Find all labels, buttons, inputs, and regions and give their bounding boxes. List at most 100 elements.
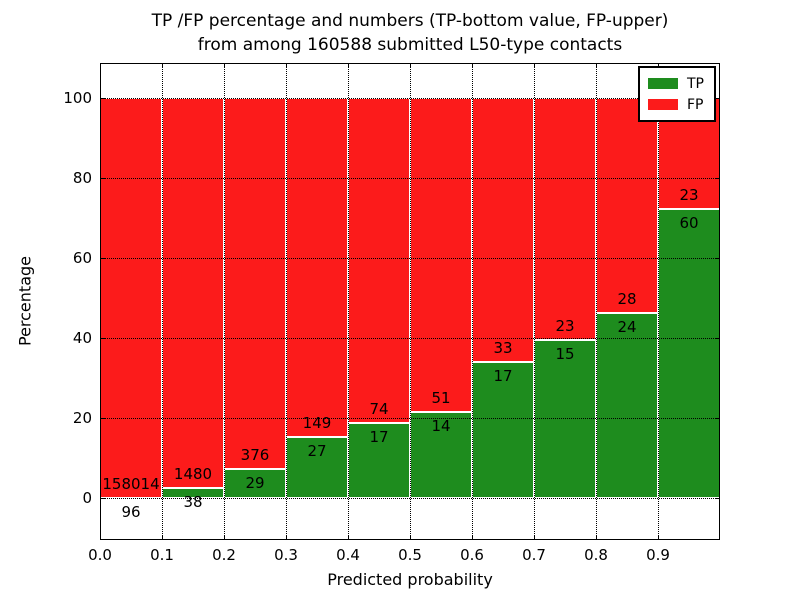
bar-fp-segment — [286, 98, 348, 437]
legend-item-tp: TP — [648, 73, 704, 94]
bar-tp-segment — [286, 436, 348, 498]
tp-count-label: 17 — [493, 367, 513, 385]
x-tick-mark-top — [596, 63, 597, 68]
x-tick-mark-top — [286, 63, 287, 68]
chart-title-line1: TP /FP percentage and numbers (TP-bottom… — [151, 11, 669, 31]
plot-area: TP FP 158014 96 1480 38 376 29 149 27 74 17 51 14 33… — [100, 63, 720, 540]
y-tick-mark-right — [715, 498, 720, 499]
x-tick-label: 0.8 — [584, 546, 608, 564]
x-tick-mark-top — [100, 63, 101, 68]
fp-count-label: 33 — [493, 339, 513, 357]
y-tick-mark — [100, 98, 105, 99]
y-tick-label: 0 — [82, 489, 92, 507]
y-tick-label: 40 — [72, 329, 92, 347]
x-tick-mark — [224, 535, 225, 540]
x-tick-label: 0.0 — [88, 546, 112, 564]
x-tick-mark-top — [534, 63, 535, 68]
x-tick-label: 0.4 — [336, 546, 360, 564]
x-tick-label: 0.1 — [150, 546, 174, 564]
gridline-vertical — [596, 63, 597, 540]
gridline-vertical — [348, 63, 349, 540]
x-tick-mark-top — [472, 63, 473, 68]
x-tick-mark — [658, 535, 659, 540]
gridline-vertical — [410, 63, 411, 540]
fp-count-label: 74 — [369, 400, 389, 419]
legend-label-tp: TP — [687, 75, 704, 92]
x-tick-mark — [410, 535, 411, 540]
y-tick-mark — [100, 178, 105, 179]
y-tick-label: 20 — [72, 409, 92, 427]
y-tick-label: 80 — [72, 169, 92, 187]
x-tick-mark — [100, 535, 101, 540]
bar-tp-segment — [658, 208, 720, 498]
legend-label-fp: FP — [687, 96, 704, 113]
y-tick-mark-right — [715, 338, 720, 339]
gridline-vertical — [534, 63, 535, 540]
bar-fp-segment — [472, 98, 534, 362]
x-tick-label: 0.2 — [212, 546, 236, 564]
bar-fp-segment — [162, 98, 224, 488]
bar-fp-segment — [348, 98, 410, 424]
legend-swatch-tp — [648, 78, 678, 89]
y-tick-label: 60 — [72, 249, 92, 267]
tp-count-label: 27 — [307, 441, 327, 460]
gridline-vertical — [162, 63, 163, 540]
y-axis-label: Percentage — [15, 255, 35, 347]
legend-item-fp: FP — [648, 94, 704, 115]
x-tick-mark-top — [348, 63, 349, 68]
x-tick-mark — [596, 535, 597, 540]
bar-tp-segment — [224, 469, 286, 498]
fp-count-label: 28 — [617, 290, 637, 309]
fp-count-label: 23 — [555, 317, 575, 336]
legend: TP FP — [638, 66, 716, 122]
x-tick-label: 0.7 — [522, 546, 546, 564]
fp-count-label: 158014 — [102, 474, 160, 493]
bar-fp-segment — [100, 98, 162, 498]
tp-count-label: 96 — [121, 502, 141, 521]
x-tick-mark — [348, 535, 349, 540]
y-tick-mark — [100, 498, 105, 499]
y-tick-mark-right — [715, 418, 720, 419]
tp-count-label: 15 — [555, 345, 575, 364]
x-tick-mark — [534, 535, 535, 540]
fp-count-label: 23 — [679, 185, 699, 204]
fp-count-label: 1480 — [173, 465, 213, 483]
tp-count-label: 14 — [431, 416, 451, 435]
x-tick-label: 0.5 — [398, 546, 422, 564]
tp-count-label: 60 — [679, 213, 699, 232]
gridline-vertical — [224, 63, 225, 540]
x-tick-mark-top — [658, 63, 659, 68]
bar-fp-segment — [410, 98, 472, 412]
x-tick-mark-top — [410, 63, 411, 68]
y-tick-mark — [100, 418, 105, 419]
x-tick-mark — [472, 535, 473, 540]
bar-fp-segment — [534, 98, 596, 341]
x-tick-mark — [286, 535, 287, 540]
tp-count-label: 38 — [183, 493, 203, 511]
x-tick-mark-top — [162, 63, 163, 68]
bar-fp-segment — [224, 98, 286, 470]
fp-count-label: 376 — [240, 446, 270, 465]
fp-count-label: 51 — [431, 388, 451, 407]
chart-title-line2: from among 160588 submitted L50-type con… — [197, 35, 623, 55]
x-tick-mark-top — [224, 63, 225, 68]
y-tick-mark-right — [715, 98, 720, 99]
x-tick-mark — [162, 535, 163, 540]
bar-fp-segment — [596, 98, 658, 314]
y-tick-mark-right — [715, 178, 720, 179]
y-tick-mark — [100, 338, 105, 339]
x-tick-label: 0.3 — [274, 546, 298, 564]
y-tick-label: 100 — [63, 89, 92, 107]
tp-count-label: 24 — [617, 318, 637, 337]
gridline-vertical — [286, 63, 287, 540]
tp-count-label: 17 — [369, 428, 389, 447]
fp-count-label: 149 — [302, 413, 332, 432]
legend-swatch-fp — [648, 99, 678, 110]
gridline-vertical — [658, 63, 659, 540]
x-tick-label: 0.6 — [460, 546, 484, 564]
y-tick-mark-right — [715, 258, 720, 259]
bar-tp-segment — [534, 340, 596, 498]
gridline-vertical — [472, 63, 473, 540]
x-axis-label: Predicted probability — [327, 570, 493, 589]
